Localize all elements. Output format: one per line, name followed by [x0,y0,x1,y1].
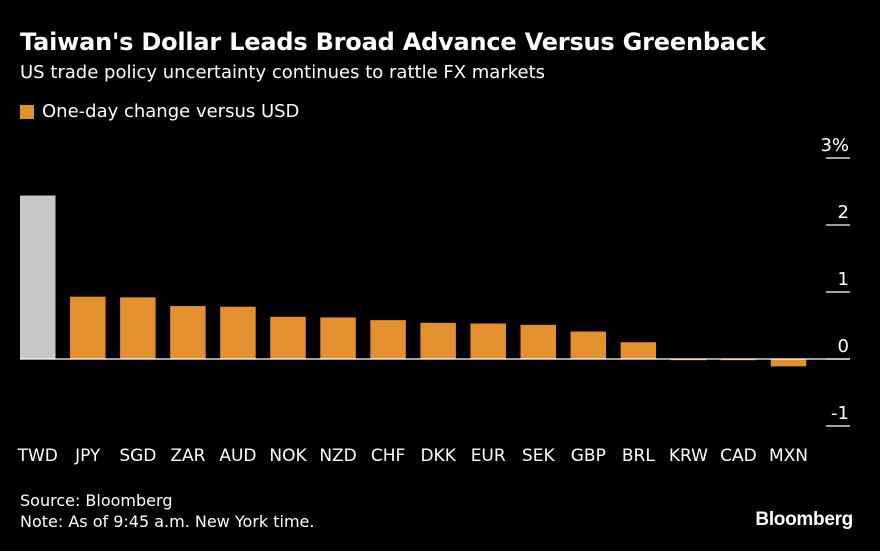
y-tick-label: 1 [838,269,849,290]
bar-aud [220,306,256,359]
bar-gbp [570,331,607,359]
category-label-twd: TWD [17,446,58,466]
category-label-aud: AUD [219,446,256,466]
category-label-nzd: NZD [319,446,356,466]
bar-nok [270,316,306,359]
chart-subtitle: US trade policy uncertainty continues to… [20,62,546,83]
legend-swatch [20,104,34,119]
bar-zar [170,306,206,359]
category-label-dkk: DKK [420,446,456,466]
time-note: Note: As of 9:45 a.m. New York time. [20,512,315,531]
bar-nzd [320,317,356,359]
bar-dkk [420,322,456,359]
category-label-krw: KRW [669,446,708,466]
chart-title: Taiwan's Dollar Leads Broad Advance Vers… [20,28,766,56]
bar-mxn [770,359,807,367]
legend-label: One-day change versus USD [42,101,300,122]
category-label-cad: CAD [720,446,757,466]
bloomberg-logo: Bloomberg [755,509,853,530]
category-label-zar: ZAR [170,446,205,466]
y-tick-label: 3% [820,135,849,156]
bar-sek [520,324,556,359]
bar-chf [370,320,406,359]
footer: Source: Bloomberg Note: As of 9:45 a.m. … [20,490,314,532]
category-label-eur: EUR [471,446,506,466]
category-label-jpy: JPY [74,446,101,466]
category-label-mxn: MXN [769,446,808,466]
category-label-sek: SEK [522,446,556,466]
category-label-gbp: GBP [571,446,606,466]
category-label-brl: BRL [622,446,655,466]
bar-brl [620,342,657,359]
category-label-nok: NOK [269,446,307,466]
bar-sgd [120,297,156,359]
category-label-sgd: SGD [119,446,156,466]
y-tick-label: 2 [838,202,849,223]
y-tick-label: -1 [831,403,849,424]
bar-twd [20,195,56,359]
category-label-chf: CHF [371,446,405,466]
bar-jpy [70,296,106,359]
y-tick-label: 0 [838,336,849,357]
source-note: Source: Bloomberg [20,491,173,510]
legend: One-day change versus USD [20,101,299,122]
bar-eur [470,323,506,359]
